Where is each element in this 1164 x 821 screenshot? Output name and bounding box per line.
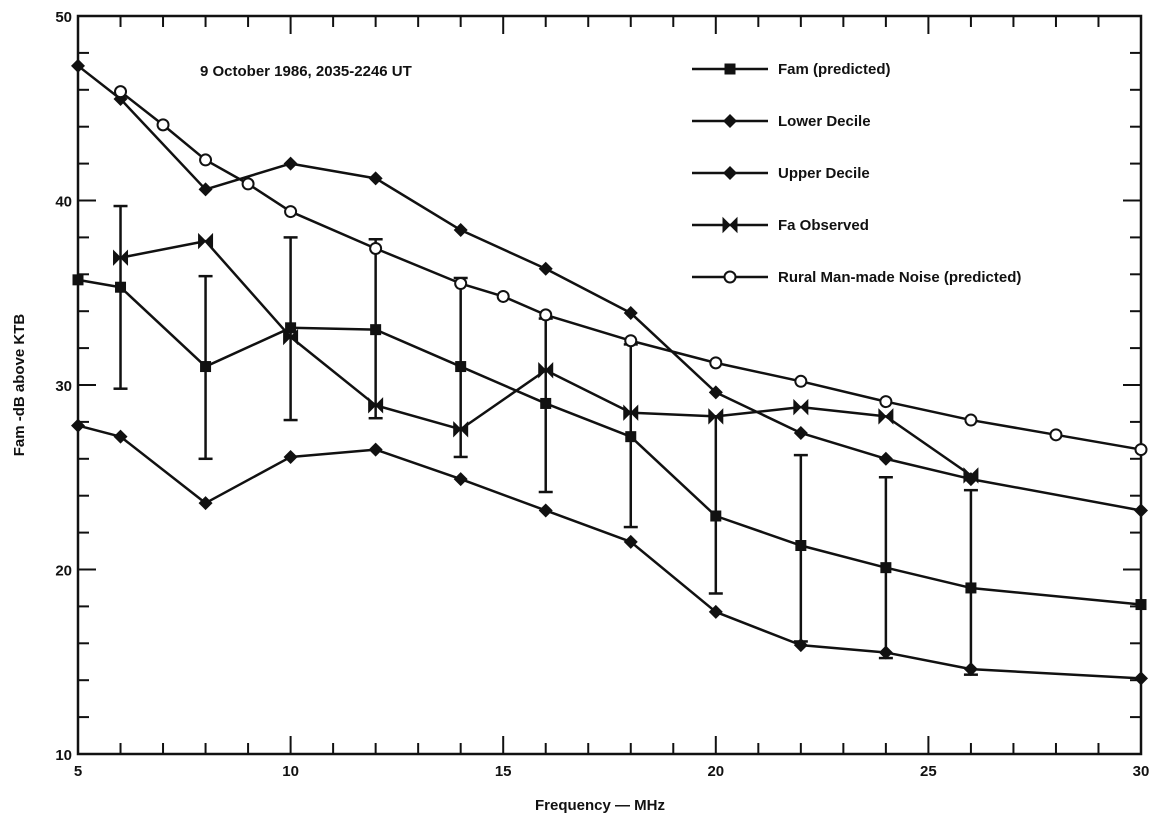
legend-marker	[723, 114, 737, 128]
data-point-0	[285, 322, 297, 334]
data-point-2	[623, 306, 638, 321]
data-point-4	[709, 356, 723, 370]
data-point-3	[963, 467, 979, 484]
series-line-2	[77, 64, 1142, 512]
data-point-4	[156, 118, 170, 132]
data-point-4	[199, 153, 213, 167]
data-point-3	[453, 421, 469, 438]
data-point-2	[453, 223, 468, 238]
data-point-0	[370, 324, 382, 336]
data-point-3	[793, 398, 809, 416]
data-point-4	[624, 334, 638, 348]
series-line-4	[119, 90, 1142, 451]
data-point-1	[71, 418, 85, 433]
plot-frame	[76, 14, 1143, 756]
data-point-2	[708, 385, 723, 400]
data-point-0	[540, 397, 552, 409]
legend-label: Fa Observed	[778, 217, 869, 234]
data-point-0	[965, 582, 977, 594]
legend-marker	[722, 216, 738, 234]
data-point-3	[708, 408, 724, 425]
data-point-1	[283, 449, 298, 464]
data-point-0	[880, 562, 892, 574]
data-point-2	[71, 58, 85, 73]
x-tick-label: 10	[282, 763, 299, 780]
data-point-2	[538, 261, 553, 276]
data-point-1	[963, 662, 978, 677]
chart-subtitle: 9 October 1986, 2035-2246 UT	[200, 63, 412, 80]
data-point-4	[241, 177, 255, 191]
y-tick-label: 30	[55, 378, 72, 395]
data-point-1	[878, 645, 893, 660]
data-point-1	[708, 604, 723, 619]
x-tick-label: 20	[707, 763, 724, 780]
legend-marker	[724, 63, 736, 75]
data-point-0	[710, 510, 722, 522]
axis-ticks	[77, 15, 1142, 755]
data-point-4	[964, 413, 978, 427]
data-point-0	[72, 274, 84, 286]
legend-marker	[723, 270, 737, 284]
series-line-1	[77, 424, 1142, 680]
data-point-4	[114, 85, 128, 99]
data-point-4	[879, 395, 893, 409]
data-point-0	[625, 431, 637, 443]
data-point-1	[623, 534, 638, 549]
legend-label: Lower Decile	[778, 113, 871, 130]
x-tick-label: 25	[920, 763, 937, 780]
data-point-4	[1049, 428, 1063, 442]
x-tick-label: 30	[1133, 763, 1150, 780]
y-tick-label: 10	[55, 747, 72, 764]
data-point-3	[283, 328, 299, 346]
data-point-0	[455, 361, 467, 373]
legend-label: Upper Decile	[778, 165, 870, 182]
data-point-3	[368, 397, 384, 414]
data-point-4	[794, 374, 808, 388]
y-axis-title: Fam -dB above KTB	[11, 314, 28, 457]
data-point-1	[538, 503, 553, 518]
data-point-2	[793, 425, 808, 440]
data-point-0	[795, 540, 807, 552]
data-point-2	[1134, 503, 1148, 518]
y-tick-label: 20	[55, 563, 72, 580]
data-point-3	[623, 404, 639, 421]
data-point-4	[539, 308, 553, 322]
legend-marker	[723, 166, 737, 180]
data-point-3	[538, 362, 554, 379]
legend-label: Fam (predicted)	[778, 61, 891, 78]
data-point-4	[454, 277, 468, 291]
data-point-2	[198, 182, 213, 197]
data-point-4	[1134, 443, 1148, 457]
y-tick-label: 50	[55, 9, 72, 26]
data-point-2	[368, 171, 383, 186]
x-tick-label: 5	[74, 763, 82, 780]
data-point-0	[115, 281, 127, 293]
data-point-3	[878, 408, 894, 425]
series-markers	[71, 58, 1148, 686]
data-point-3	[198, 232, 214, 250]
data-point-0	[1135, 599, 1147, 611]
series-line-0	[77, 278, 1142, 606]
data-point-2	[878, 451, 893, 466]
data-point-1	[113, 429, 128, 444]
x-axis-title: Frequency — MHz	[535, 797, 665, 814]
series-lines	[77, 64, 1142, 680]
data-point-1	[368, 442, 383, 457]
legend-label: Rural Man-made Noise (predicted)	[778, 269, 1021, 286]
data-point-3	[113, 249, 129, 266]
data-point-4	[369, 241, 383, 255]
data-point-1	[453, 472, 468, 487]
data-point-1	[793, 638, 808, 653]
data-point-1	[1134, 671, 1148, 686]
x-tick-label: 15	[495, 763, 512, 780]
data-point-4	[496, 289, 510, 303]
data-point-4	[284, 205, 298, 219]
data-point-1	[198, 496, 213, 511]
y-tick-label: 40	[55, 194, 72, 211]
data-point-2	[283, 156, 298, 171]
legend: Fam (predicted) Lower Decile Upper Decile F…	[692, 61, 1021, 286]
data-point-0	[200, 361, 212, 373]
